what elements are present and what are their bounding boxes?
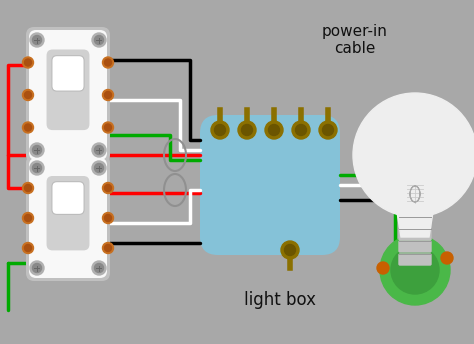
Circle shape — [33, 35, 42, 44]
Circle shape — [92, 143, 106, 157]
Circle shape — [102, 89, 113, 100]
Circle shape — [30, 33, 44, 47]
FancyBboxPatch shape — [29, 158, 107, 278]
FancyBboxPatch shape — [52, 56, 84, 91]
Circle shape — [319, 121, 337, 139]
Circle shape — [25, 59, 31, 66]
FancyBboxPatch shape — [46, 50, 90, 130]
Circle shape — [281, 241, 299, 259]
FancyBboxPatch shape — [399, 229, 431, 240]
Circle shape — [102, 183, 113, 193]
Circle shape — [25, 92, 31, 98]
Circle shape — [92, 33, 106, 47]
Circle shape — [238, 121, 256, 139]
Circle shape — [380, 235, 450, 305]
Circle shape — [241, 125, 253, 136]
Circle shape — [33, 264, 42, 272]
Circle shape — [102, 243, 113, 254]
Circle shape — [33, 163, 42, 172]
Circle shape — [94, 146, 103, 154]
Circle shape — [94, 35, 103, 44]
Circle shape — [104, 92, 111, 98]
Circle shape — [102, 213, 113, 224]
Polygon shape — [397, 212, 433, 237]
Circle shape — [104, 245, 111, 251]
Circle shape — [104, 215, 111, 222]
FancyBboxPatch shape — [46, 176, 90, 250]
Circle shape — [284, 245, 295, 256]
Circle shape — [391, 246, 439, 294]
Circle shape — [22, 122, 34, 133]
Circle shape — [25, 124, 31, 131]
Circle shape — [377, 262, 389, 274]
Text: power-in
cable: power-in cable — [322, 24, 388, 56]
FancyBboxPatch shape — [26, 155, 110, 281]
Circle shape — [215, 125, 226, 136]
Text: light box: light box — [244, 291, 316, 309]
FancyBboxPatch shape — [399, 217, 431, 228]
Circle shape — [30, 161, 44, 175]
FancyBboxPatch shape — [29, 30, 107, 160]
Circle shape — [92, 161, 106, 175]
Circle shape — [22, 57, 34, 68]
Circle shape — [441, 252, 453, 264]
Circle shape — [25, 215, 31, 222]
Circle shape — [22, 243, 34, 254]
Circle shape — [104, 59, 111, 66]
Circle shape — [94, 163, 103, 172]
Circle shape — [25, 184, 31, 192]
FancyBboxPatch shape — [26, 27, 110, 163]
Circle shape — [22, 213, 34, 224]
Circle shape — [265, 121, 283, 139]
Circle shape — [94, 264, 103, 272]
Circle shape — [104, 124, 111, 131]
FancyBboxPatch shape — [399, 254, 431, 265]
Circle shape — [322, 125, 334, 136]
Circle shape — [353, 93, 474, 217]
Circle shape — [292, 121, 310, 139]
Circle shape — [102, 122, 113, 133]
Circle shape — [33, 146, 42, 154]
Circle shape — [211, 121, 229, 139]
FancyBboxPatch shape — [200, 115, 340, 255]
Circle shape — [25, 245, 31, 251]
Circle shape — [295, 125, 307, 136]
Circle shape — [22, 183, 34, 193]
Circle shape — [30, 261, 44, 275]
Circle shape — [104, 184, 111, 192]
Circle shape — [102, 57, 113, 68]
Circle shape — [92, 261, 106, 275]
Circle shape — [268, 125, 280, 136]
FancyBboxPatch shape — [52, 182, 84, 214]
FancyBboxPatch shape — [399, 241, 431, 252]
Circle shape — [30, 143, 44, 157]
Circle shape — [22, 89, 34, 100]
